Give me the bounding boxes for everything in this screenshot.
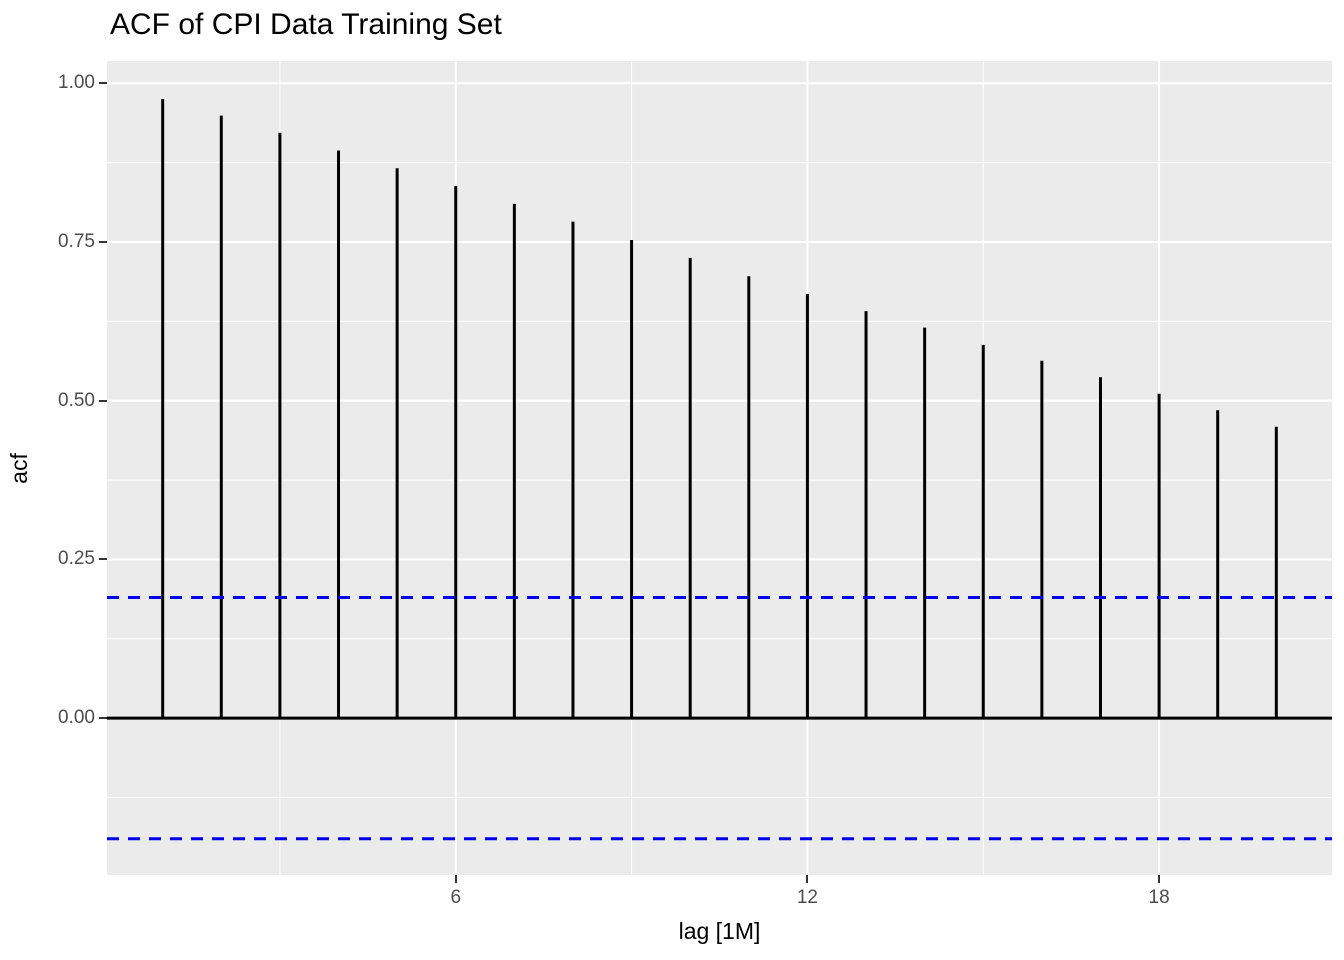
x-tick-label: 6 [450, 887, 462, 908]
x-axis-title: lag [1M] [678, 918, 761, 944]
x-tick-mark [1158, 875, 1161, 883]
y-axis-tick-labels: 0.00 0.25 0.50 0.75 1.00 [0, 0, 95, 960]
y-tick-label: 1.00 [58, 72, 95, 94]
acf-chart-canvas [107, 61, 1332, 875]
y-tick-mark [99, 399, 107, 402]
y-tick-mark [99, 558, 107, 561]
x-tick-label: 18 [1148, 887, 1170, 908]
y-tick-mark [99, 717, 107, 720]
y-tick-mark [99, 240, 107, 243]
y-axis-title: acf [5, 452, 32, 484]
y-tick-label: 0.50 [58, 389, 95, 411]
chart-title: ACF of CPI Data Training Set [110, 8, 502, 41]
y-tick-label: 0.75 [58, 230, 95, 252]
y-tick-mark [99, 82, 107, 85]
plot-panel [107, 61, 1332, 875]
panel-background [107, 61, 1332, 875]
x-tick-label: 12 [796, 887, 818, 908]
y-tick-label: 0.25 [58, 548, 95, 570]
y-tick-label: 0.00 [58, 707, 95, 729]
x-tick-mark [806, 875, 809, 883]
x-tick-mark [454, 875, 457, 883]
